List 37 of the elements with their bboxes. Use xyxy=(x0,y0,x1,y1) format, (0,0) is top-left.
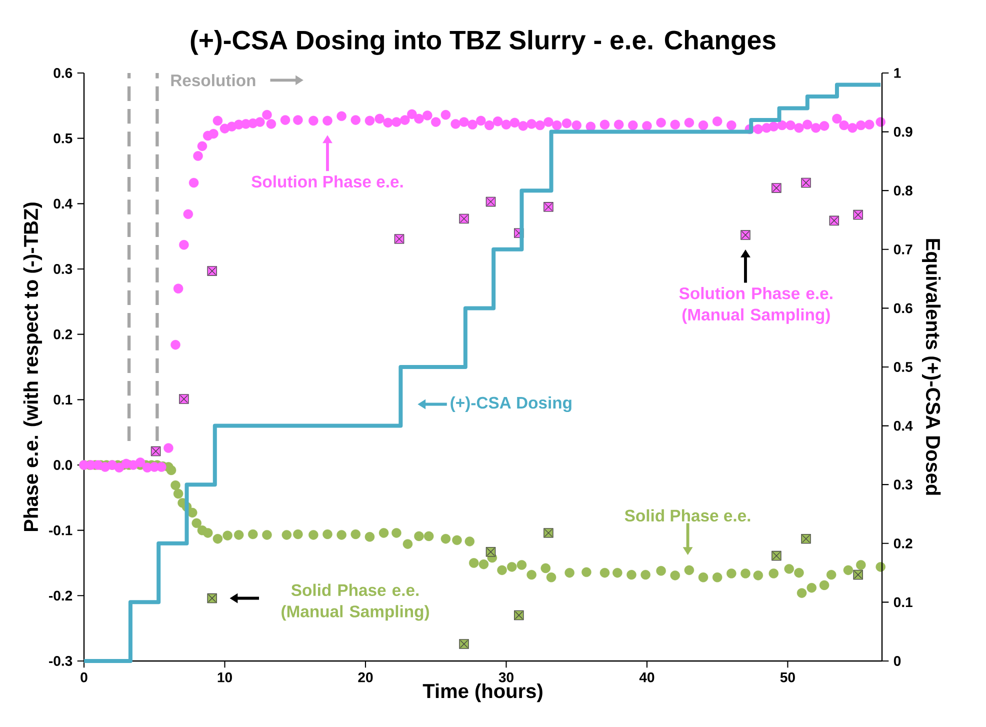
y-tick-label: -0.2 xyxy=(49,590,72,601)
y-tick-label: 0.5 xyxy=(54,133,72,144)
annotation: Solution Phase e.e. xyxy=(252,175,403,188)
y-tick-label: 0.4 xyxy=(54,198,73,209)
y-tick-label: -0.3 xyxy=(49,656,72,666)
annotation: (+)-CSA Dosing xyxy=(450,396,572,412)
y2-tick-label: 0.7 xyxy=(894,244,912,254)
annotation: Solid Phase e.e. xyxy=(624,509,750,522)
annotation: Solution Phase e.e. (Manual Sampling) xyxy=(679,286,832,324)
x-tick-label: 30 xyxy=(498,672,514,682)
y-tick-label: 0.6 xyxy=(54,68,72,78)
y2-tick-label: 0.6 xyxy=(894,303,912,314)
y-axis-title: Phase e.e. (with respect to (-)-TBZ) xyxy=(23,202,42,532)
y-tick-label: -0.1 xyxy=(49,525,72,536)
y2-tick-label: 0.1 xyxy=(894,597,912,608)
y-tick-label: 0.1 xyxy=(54,394,72,405)
annotation: Resolution xyxy=(171,74,256,86)
y2-tick-label: 0.3 xyxy=(894,480,912,490)
y2-tick-label: 1 xyxy=(894,68,901,78)
y2-tick-label: 0.2 xyxy=(894,538,912,548)
y-tick-label: 0.3 xyxy=(54,264,72,274)
y2-tick-label: 0.5 xyxy=(894,362,912,372)
y2-axis-title: Equivalents (+)-CSA Dosed xyxy=(922,239,941,495)
x-axis-title: Time (hours) xyxy=(422,683,542,702)
y-tick-label: 0.0 xyxy=(54,460,72,470)
chart-title: (+)-CSA Dosing into TBZ Slurry - e.e. Changes xyxy=(190,30,776,55)
annotation: Solid Phase e.e. (Manual Sampling) xyxy=(282,584,429,621)
y2-tick-label: 0 xyxy=(894,656,901,666)
y2-tick-label: 0.4 xyxy=(894,420,913,431)
y-tick-label: 0.2 xyxy=(54,329,72,340)
y2-tick-label: 0.8 xyxy=(894,186,912,196)
x-tick-label: 0 xyxy=(80,672,88,682)
x-tick-label: 40 xyxy=(639,672,654,682)
y2-tick-label: 0.9 xyxy=(894,126,912,137)
x-tick-label: 20 xyxy=(358,672,373,682)
x-tick-label: 50 xyxy=(780,672,795,682)
x-tick-label: 10 xyxy=(218,672,232,682)
